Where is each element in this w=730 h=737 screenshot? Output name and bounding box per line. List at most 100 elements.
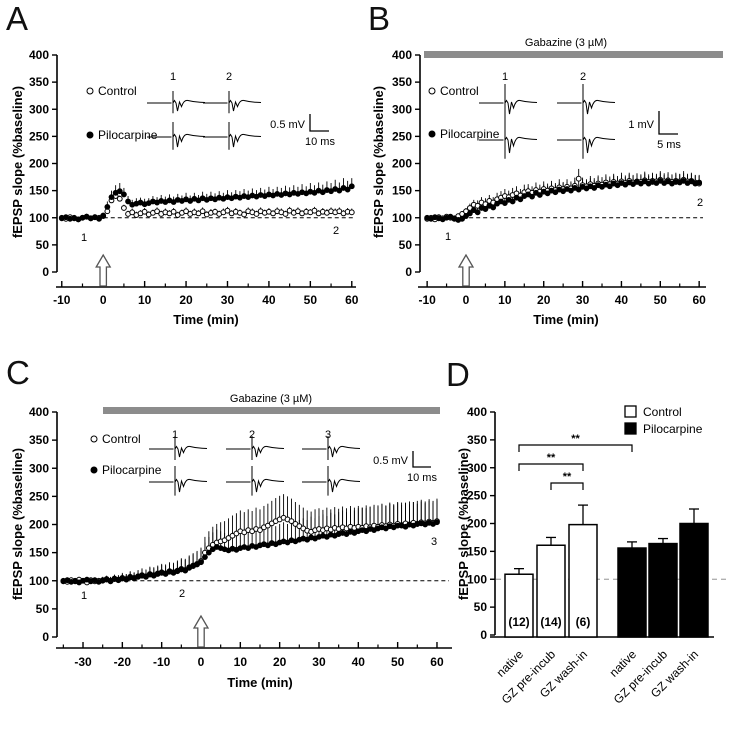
inset-trace-pilocarpine-2 [226, 466, 285, 496]
n-count-label: (14) [540, 615, 561, 629]
y-tick-label: 250 [29, 489, 49, 503]
data-point-pilocarpine [344, 186, 351, 193]
legend-label-control: Control [440, 84, 479, 98]
panel-c-series-pilocarpine [60, 519, 440, 586]
scalebar-time-label: 10 ms [407, 472, 437, 484]
n-count-label: (6) [687, 615, 702, 629]
y-axis-title: fEPSP slope (%baseline) [456, 448, 471, 600]
inset-trace-pilocarpine-1 [147, 122, 206, 150]
y-tick-label: 350 [29, 75, 49, 89]
y-tick-label: 400 [29, 48, 49, 62]
significance-bracket [550, 482, 584, 490]
data-point-pilocarpine [100, 212, 107, 219]
data-point-pilocarpine [336, 187, 343, 194]
y-tick-label: 300 [467, 461, 487, 475]
x-tick-label: 40 [615, 293, 629, 307]
data-point-control [129, 209, 136, 216]
timepoint-number-label: 2 [697, 197, 703, 209]
data-point-pilocarpine [568, 187, 574, 194]
scalebar-voltage-label: 1 mV [628, 119, 654, 131]
data-point-control [199, 208, 206, 215]
data-point-pilocarpine [490, 204, 497, 211]
data-point-pilocarpine [463, 213, 469, 220]
y-tick-label: 400 [29, 405, 49, 419]
y-tick-label: 100 [467, 572, 487, 586]
gabazine-bar [103, 407, 440, 414]
data-point-control [575, 175, 582, 182]
legend-label-pilocarpine: Pilocarpine [98, 128, 158, 142]
data-point-pilocarpine [108, 194, 115, 201]
data-point-pilocarpine [104, 204, 111, 210]
data-point-pilocarpine [591, 185, 598, 191]
timepoint-number-label: 1 [81, 232, 87, 244]
panel-c: Gabazine (3 µM)050100150200250300350400f… [10, 393, 452, 690]
scalebar-time-label: 10 ms [305, 136, 335, 148]
data-point-pilocarpine [575, 186, 582, 193]
timepoint-number-label: 1 [81, 590, 87, 602]
inset-trace-control-2 [226, 436, 285, 461]
x-tick-label: 20 [273, 655, 287, 669]
data-point-pilocarpine [459, 215, 466, 222]
x-tick-label: -20 [114, 655, 132, 669]
y-tick-label: 250 [29, 129, 49, 143]
significance-stars: ** [571, 433, 580, 445]
data-point-control [311, 207, 318, 214]
y-tick-label: 150 [29, 184, 49, 198]
n-count-label: (12) [652, 615, 673, 629]
y-tick-label: 150 [29, 546, 49, 560]
x-tick-label: 30 [576, 293, 590, 307]
inset-trace-number: 1 [172, 429, 178, 441]
y-tick-label: 400 [392, 48, 412, 62]
data-point-pilocarpine [198, 559, 204, 566]
scalebar-time-label: 5 ms [657, 139, 681, 151]
x-tick-label: 20 [179, 293, 193, 307]
panel-c-letter: C [6, 354, 30, 391]
inset-trace-number: 1 [170, 71, 176, 83]
y-tick-label: 300 [392, 102, 412, 116]
drug-application-arrow [192, 614, 210, 648]
data-point-pilocarpine [606, 183, 613, 190]
scalebar [412, 451, 431, 468]
significance-stars: ** [563, 471, 572, 483]
bar-pilocarpine-gz-wash-in [679, 522, 709, 638]
data-point-control [288, 518, 295, 525]
data-point-pilocarpine [509, 198, 516, 205]
timepoint-number-label: 2 [179, 588, 185, 600]
panel-d-letter: D [446, 356, 470, 393]
significance-bracket [518, 444, 633, 452]
y-tick-label: 100 [29, 211, 49, 225]
y-tick-label: 0 [405, 265, 412, 279]
data-point-pilocarpine [482, 206, 489, 212]
x-tick-label: 0 [463, 293, 470, 307]
y-tick-label: 200 [467, 517, 487, 531]
filled-circle-icon [90, 466, 98, 474]
legend-label-pilocarpine: Pilocarpine [643, 422, 703, 436]
data-point-pilocarpine [501, 200, 508, 207]
x-tick-label: 10 [234, 655, 248, 669]
y-tick-label: 0 [42, 265, 49, 279]
open-circle-icon [428, 87, 436, 95]
x-tick-label: 30 [221, 293, 235, 307]
x-tick-label: 40 [262, 293, 276, 307]
data-point-pilocarpine [202, 554, 208, 561]
inset-trace-pilocarpine-2 [557, 118, 616, 159]
scalebar [658, 111, 678, 135]
data-point-control [257, 527, 263, 534]
x-tick-label: 20 [537, 293, 551, 307]
data-point-pilocarpine [466, 210, 473, 217]
n-count-label: (6) [576, 615, 591, 629]
y-tick-label: 350 [392, 75, 412, 89]
inset-trace-control-1 [147, 91, 206, 114]
data-point-control [224, 207, 231, 214]
n-count-label: (12) [508, 615, 529, 629]
data-point-pilocarpine [182, 567, 189, 574]
x-tick-label: -10 [153, 655, 171, 669]
timepoint-number-label: 1 [445, 231, 451, 243]
y-axis-title: fEPSP slope (%baseline) [371, 86, 386, 238]
bar-pilocarpine-gz-pre-incub [648, 542, 678, 638]
x-tick-label: 40 [352, 655, 366, 669]
legend-label-control: Control [98, 84, 137, 98]
filled-circle-icon [428, 130, 436, 138]
